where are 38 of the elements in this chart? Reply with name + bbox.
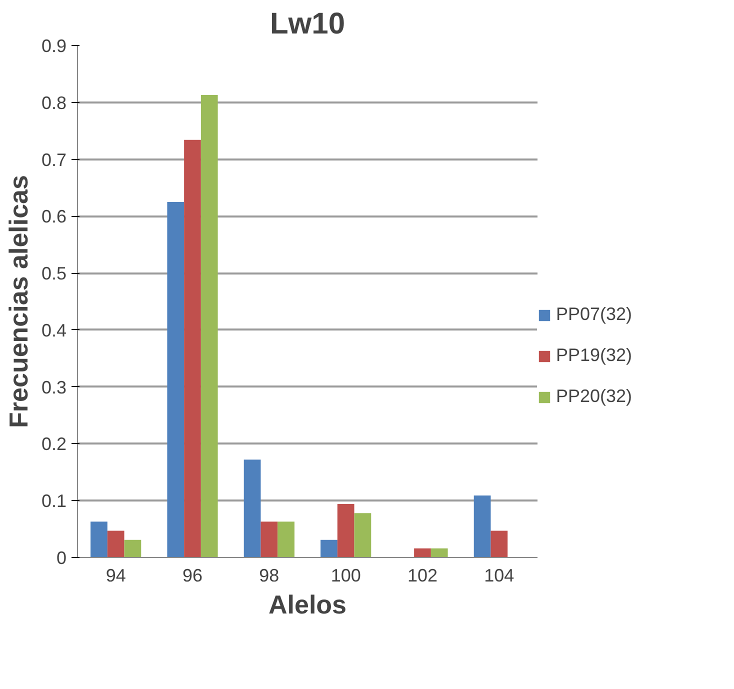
- y-tick-label: 0.7: [41, 150, 67, 170]
- bar: [278, 522, 294, 558]
- x-tick-label: 96: [182, 566, 203, 586]
- legend-label: PP19(32): [556, 345, 632, 366]
- y-tick-label: 0.4: [41, 320, 67, 340]
- bar: [184, 140, 201, 558]
- bar: [90, 522, 108, 558]
- x-tick-label: 104: [484, 566, 514, 586]
- x-tick-label: 100: [330, 566, 361, 586]
- bar: [244, 460, 261, 558]
- chart-title: Lw10: [270, 8, 346, 40]
- y-tick-label: 0.8: [41, 92, 67, 113]
- bar: [354, 513, 372, 558]
- bar: [320, 540, 338, 558]
- x-tick-label: 98: [259, 566, 280, 586]
- y-tick-label: 0.9: [41, 36, 67, 56]
- bar: [337, 504, 354, 558]
- bar: [107, 530, 124, 558]
- legend-label: PP07(32): [556, 304, 632, 325]
- bar: [200, 94, 218, 558]
- y-tick-label: 0: [56, 548, 67, 568]
- legend-label: PP20(32): [556, 386, 632, 407]
- bar: [167, 202, 184, 558]
- y-tick-label: 0.6: [41, 206, 67, 227]
- y-tick-label: 0.3: [41, 377, 67, 398]
- y-axis-title: Frecuencias alelicas: [3, 175, 34, 428]
- y-tick-label: 0.2: [41, 434, 67, 454]
- bar: [124, 540, 142, 558]
- bar: [260, 522, 278, 558]
- x-axis-title: Alelos: [268, 590, 347, 620]
- bar: [430, 548, 448, 558]
- y-tick-label: 0.5: [41, 264, 67, 284]
- x-tick-label: 102: [407, 566, 438, 586]
- y-tick-label: 0.1: [41, 491, 67, 512]
- bar: [490, 530, 508, 558]
- bar: [414, 548, 431, 558]
- bar: [474, 495, 491, 558]
- x-tick-label: 94: [106, 566, 126, 586]
